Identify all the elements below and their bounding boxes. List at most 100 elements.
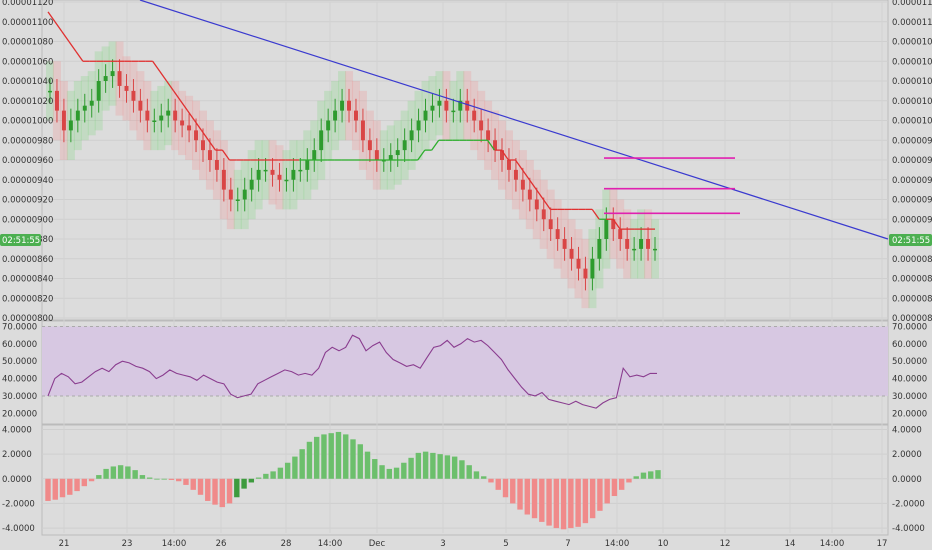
histogram-bar [132, 470, 138, 479]
ema-segment [521, 169, 530, 181]
ema-segment [75, 50, 84, 62]
price-tick-right: 0.00001020 [892, 97, 932, 107]
x-tick-label: 21 [59, 539, 70, 549]
candle-body [159, 115, 164, 121]
candle-body [138, 100, 143, 111]
candle-body [68, 120, 73, 131]
histogram-bar [459, 460, 465, 479]
price-tick-left: 0.00001000 [2, 117, 53, 127]
candle-body [555, 229, 560, 239]
histogram-bar [531, 478, 538, 519]
rsi-tick-left: 30.0000 [2, 392, 37, 402]
candle-body [534, 199, 539, 210]
price-tick-left: 0.00001120 [2, 0, 53, 8]
histogram-bar [510, 478, 516, 504]
histogram-bar [618, 478, 625, 490]
grid [42, 1, 888, 533]
candle-body [145, 110, 150, 121]
candle-body [89, 100, 94, 106]
histogram-bar [176, 478, 182, 482]
candle-body [298, 169, 303, 172]
x-tick-label: 28 [281, 539, 292, 549]
candle-body [486, 130, 491, 141]
candle-body [326, 120, 331, 131]
candle-body [402, 140, 407, 151]
rsi-tick-right: 70.0000 [892, 322, 927, 332]
candle-body [527, 189, 532, 200]
price-tick-left: 0.00000860 [2, 255, 53, 265]
ema-segment [61, 31, 70, 42]
histogram-bar [81, 478, 88, 487]
candle-body [646, 239, 651, 249]
ema-segment [487, 139, 496, 151]
histogram-bar [67, 478, 73, 495]
candle-body [472, 110, 477, 121]
candle-body [430, 105, 435, 111]
histogram-bar [379, 465, 385, 479]
price-tick-right: 0.00001060 [892, 57, 932, 67]
price-tick-left: 0.00001060 [2, 57, 53, 67]
histogram-bar [408, 457, 414, 479]
histogram-bar [372, 459, 378, 479]
rsi-tick-right: 20.0000 [892, 409, 927, 419]
candle-body [374, 150, 379, 160]
ema-segment [528, 179, 537, 191]
histogram-bar [437, 454, 443, 479]
histogram-bar [451, 456, 458, 479]
candle-body [291, 169, 296, 180]
ema-segment [200, 129, 210, 141]
rsi-tick-left: 60.0000 [2, 340, 37, 350]
candle-body [75, 110, 80, 121]
histogram-bar [597, 478, 603, 511]
candle-body [103, 76, 108, 81]
histogram-bar [103, 468, 109, 479]
x-tick-label: 12 [720, 539, 731, 549]
hist-tick-right: 2.0000 [892, 450, 922, 460]
x-tick-label: 14:00 [820, 539, 845, 549]
ema-segment [417, 149, 426, 161]
candle-body [180, 120, 185, 126]
histogram-bar [444, 455, 451, 479]
price-tick-left: 0.00000960 [2, 156, 53, 166]
ema-segment [514, 159, 523, 171]
histogram-bar [125, 466, 131, 479]
rsi-band [42, 325, 888, 397]
candle-body [284, 179, 289, 182]
svg-text:02:51:55: 02:51:55 [892, 236, 930, 246]
price-tick-left: 0.00001020 [2, 97, 53, 107]
histogram-bar [350, 439, 356, 479]
rsi-tick-right: 60.0000 [892, 340, 927, 350]
histogram-bar [364, 451, 371, 479]
histogram-bar [299, 449, 305, 479]
x-tick-label: 10 [658, 539, 669, 549]
price-tick-right: 0.00000960 [892, 156, 932, 166]
candle-body [618, 229, 623, 239]
histogram-bar [328, 433, 334, 479]
candle-body [194, 130, 199, 141]
ema-segment [431, 139, 440, 151]
ema-segment [500, 149, 510, 161]
x-tick-label: 7 [565, 539, 570, 549]
ema-segment [535, 189, 544, 200]
price-tick-right: 0.00000860 [892, 255, 932, 265]
x-tick-label: 23 [122, 539, 133, 549]
candle-body [506, 160, 511, 170]
histogram-bar [415, 452, 422, 479]
histogram-bar [386, 468, 393, 479]
x-tick-label: Dec [369, 539, 386, 549]
histogram-bar [313, 436, 320, 479]
x-tick-label: 3 [440, 539, 445, 549]
histogram-bar [226, 478, 233, 504]
rsi-tick-left: 70.0000 [2, 322, 37, 332]
candle-body [444, 100, 449, 111]
hist-tick-left: 4.0000 [2, 425, 32, 435]
candle-body [256, 169, 261, 180]
price-tick-left: 0.00001040 [2, 77, 53, 87]
ema-segment [187, 110, 196, 121]
candle-body [124, 85, 129, 91]
candle-body [569, 248, 574, 259]
histogram-bar [604, 478, 610, 504]
candle-body [360, 120, 365, 141]
histogram-bar [495, 478, 501, 490]
candle-body [110, 71, 115, 77]
